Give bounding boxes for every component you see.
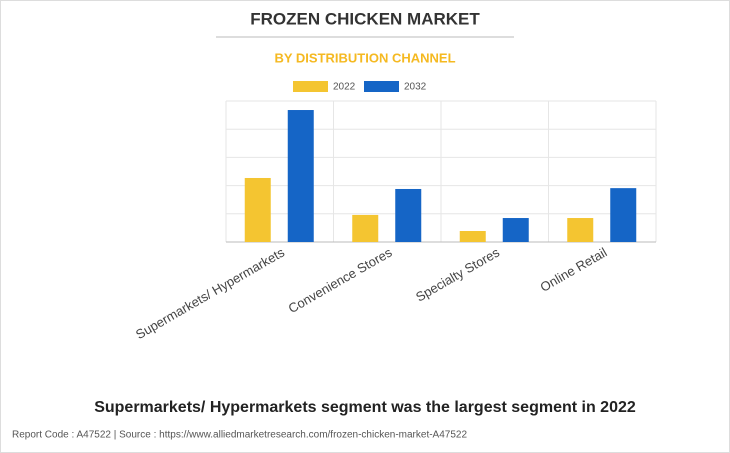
bar bbox=[610, 188, 637, 242]
bar bbox=[244, 177, 271, 242]
bar bbox=[352, 214, 379, 242]
bar bbox=[459, 231, 486, 242]
annotation: Supermarkets/ Hypermarkets segment was t… bbox=[94, 399, 636, 416]
chart-title: FROZEN CHICKEN MARKET bbox=[250, 9, 480, 28]
chart-subtitle: BY DISTRIBUTION CHANNEL bbox=[274, 50, 455, 65]
legend-label: 2022 bbox=[333, 82, 356, 93]
bar bbox=[567, 218, 594, 242]
legend-swatch bbox=[364, 81, 399, 92]
bar bbox=[502, 218, 529, 242]
bar bbox=[395, 188, 422, 242]
footer: Report Code : A47522 | Source : https://… bbox=[12, 430, 467, 441]
bar bbox=[287, 110, 314, 242]
legend-swatch bbox=[293, 81, 328, 92]
legend-label: 2032 bbox=[404, 82, 427, 93]
